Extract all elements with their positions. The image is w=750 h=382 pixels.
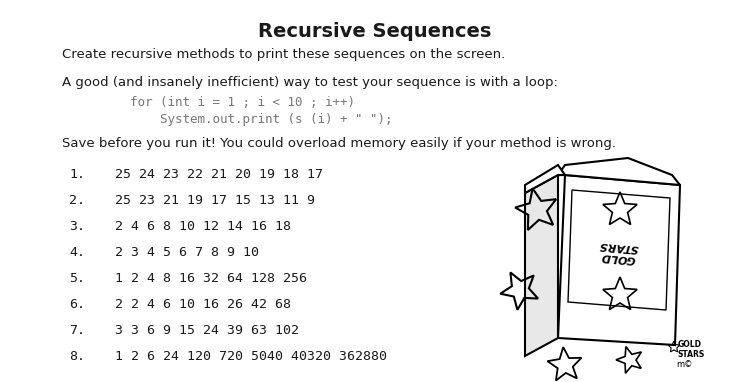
Text: 2 3 4 5 6 7 8 9 10: 2 3 4 5 6 7 8 9 10 <box>115 246 259 259</box>
Text: 3.: 3. <box>69 220 85 233</box>
Text: 6.: 6. <box>69 298 85 311</box>
Polygon shape <box>558 158 680 185</box>
Text: GOLD
STARS: GOLD STARS <box>678 340 705 359</box>
Text: for (int i = 1 ; i < 10 ; i++): for (int i = 1 ; i < 10 ; i++) <box>130 96 355 109</box>
Text: Save before you run it! You could overload memory easily if your method is wrong: Save before you run it! You could overlo… <box>62 137 616 150</box>
Text: 4.: 4. <box>69 246 85 259</box>
Text: 1 2 6 24 120 720 5040 40320 362880: 1 2 6 24 120 720 5040 40320 362880 <box>115 350 387 363</box>
Text: A good (and insanely inefficient) way to test your sequence is with a loop:: A good (and insanely inefficient) way to… <box>62 76 558 89</box>
Polygon shape <box>558 175 680 345</box>
Text: 25 24 23 22 21 20 19 18 17: 25 24 23 22 21 20 19 18 17 <box>115 168 323 181</box>
Text: 7.: 7. <box>69 324 85 337</box>
Text: 3 3 6 9 15 24 39 63 102: 3 3 6 9 15 24 39 63 102 <box>115 324 299 337</box>
Text: m©: m© <box>676 360 692 369</box>
Text: 1 2 4 8 16 32 64 128 256: 1 2 4 8 16 32 64 128 256 <box>115 272 307 285</box>
Text: GOLD
STARS: GOLD STARS <box>597 240 639 264</box>
Polygon shape <box>525 175 558 356</box>
Text: 5.: 5. <box>69 272 85 285</box>
Text: System.out.print (s (i) + " ");: System.out.print (s (i) + " "); <box>160 113 392 126</box>
Text: 8.: 8. <box>69 350 85 363</box>
Text: Recursive Sequences: Recursive Sequences <box>258 22 492 41</box>
Polygon shape <box>525 165 565 193</box>
Text: 2.: 2. <box>69 194 85 207</box>
Text: 2 2 4 6 10 16 26 42 68: 2 2 4 6 10 16 26 42 68 <box>115 298 291 311</box>
Text: Create recursive methods to print these sequences on the screen.: Create recursive methods to print these … <box>62 48 506 61</box>
Text: 2 4 6 8 10 12 14 16 18: 2 4 6 8 10 12 14 16 18 <box>115 220 291 233</box>
Text: 25 23 21 19 17 15 13 11 9: 25 23 21 19 17 15 13 11 9 <box>115 194 315 207</box>
Text: 1.: 1. <box>69 168 85 181</box>
